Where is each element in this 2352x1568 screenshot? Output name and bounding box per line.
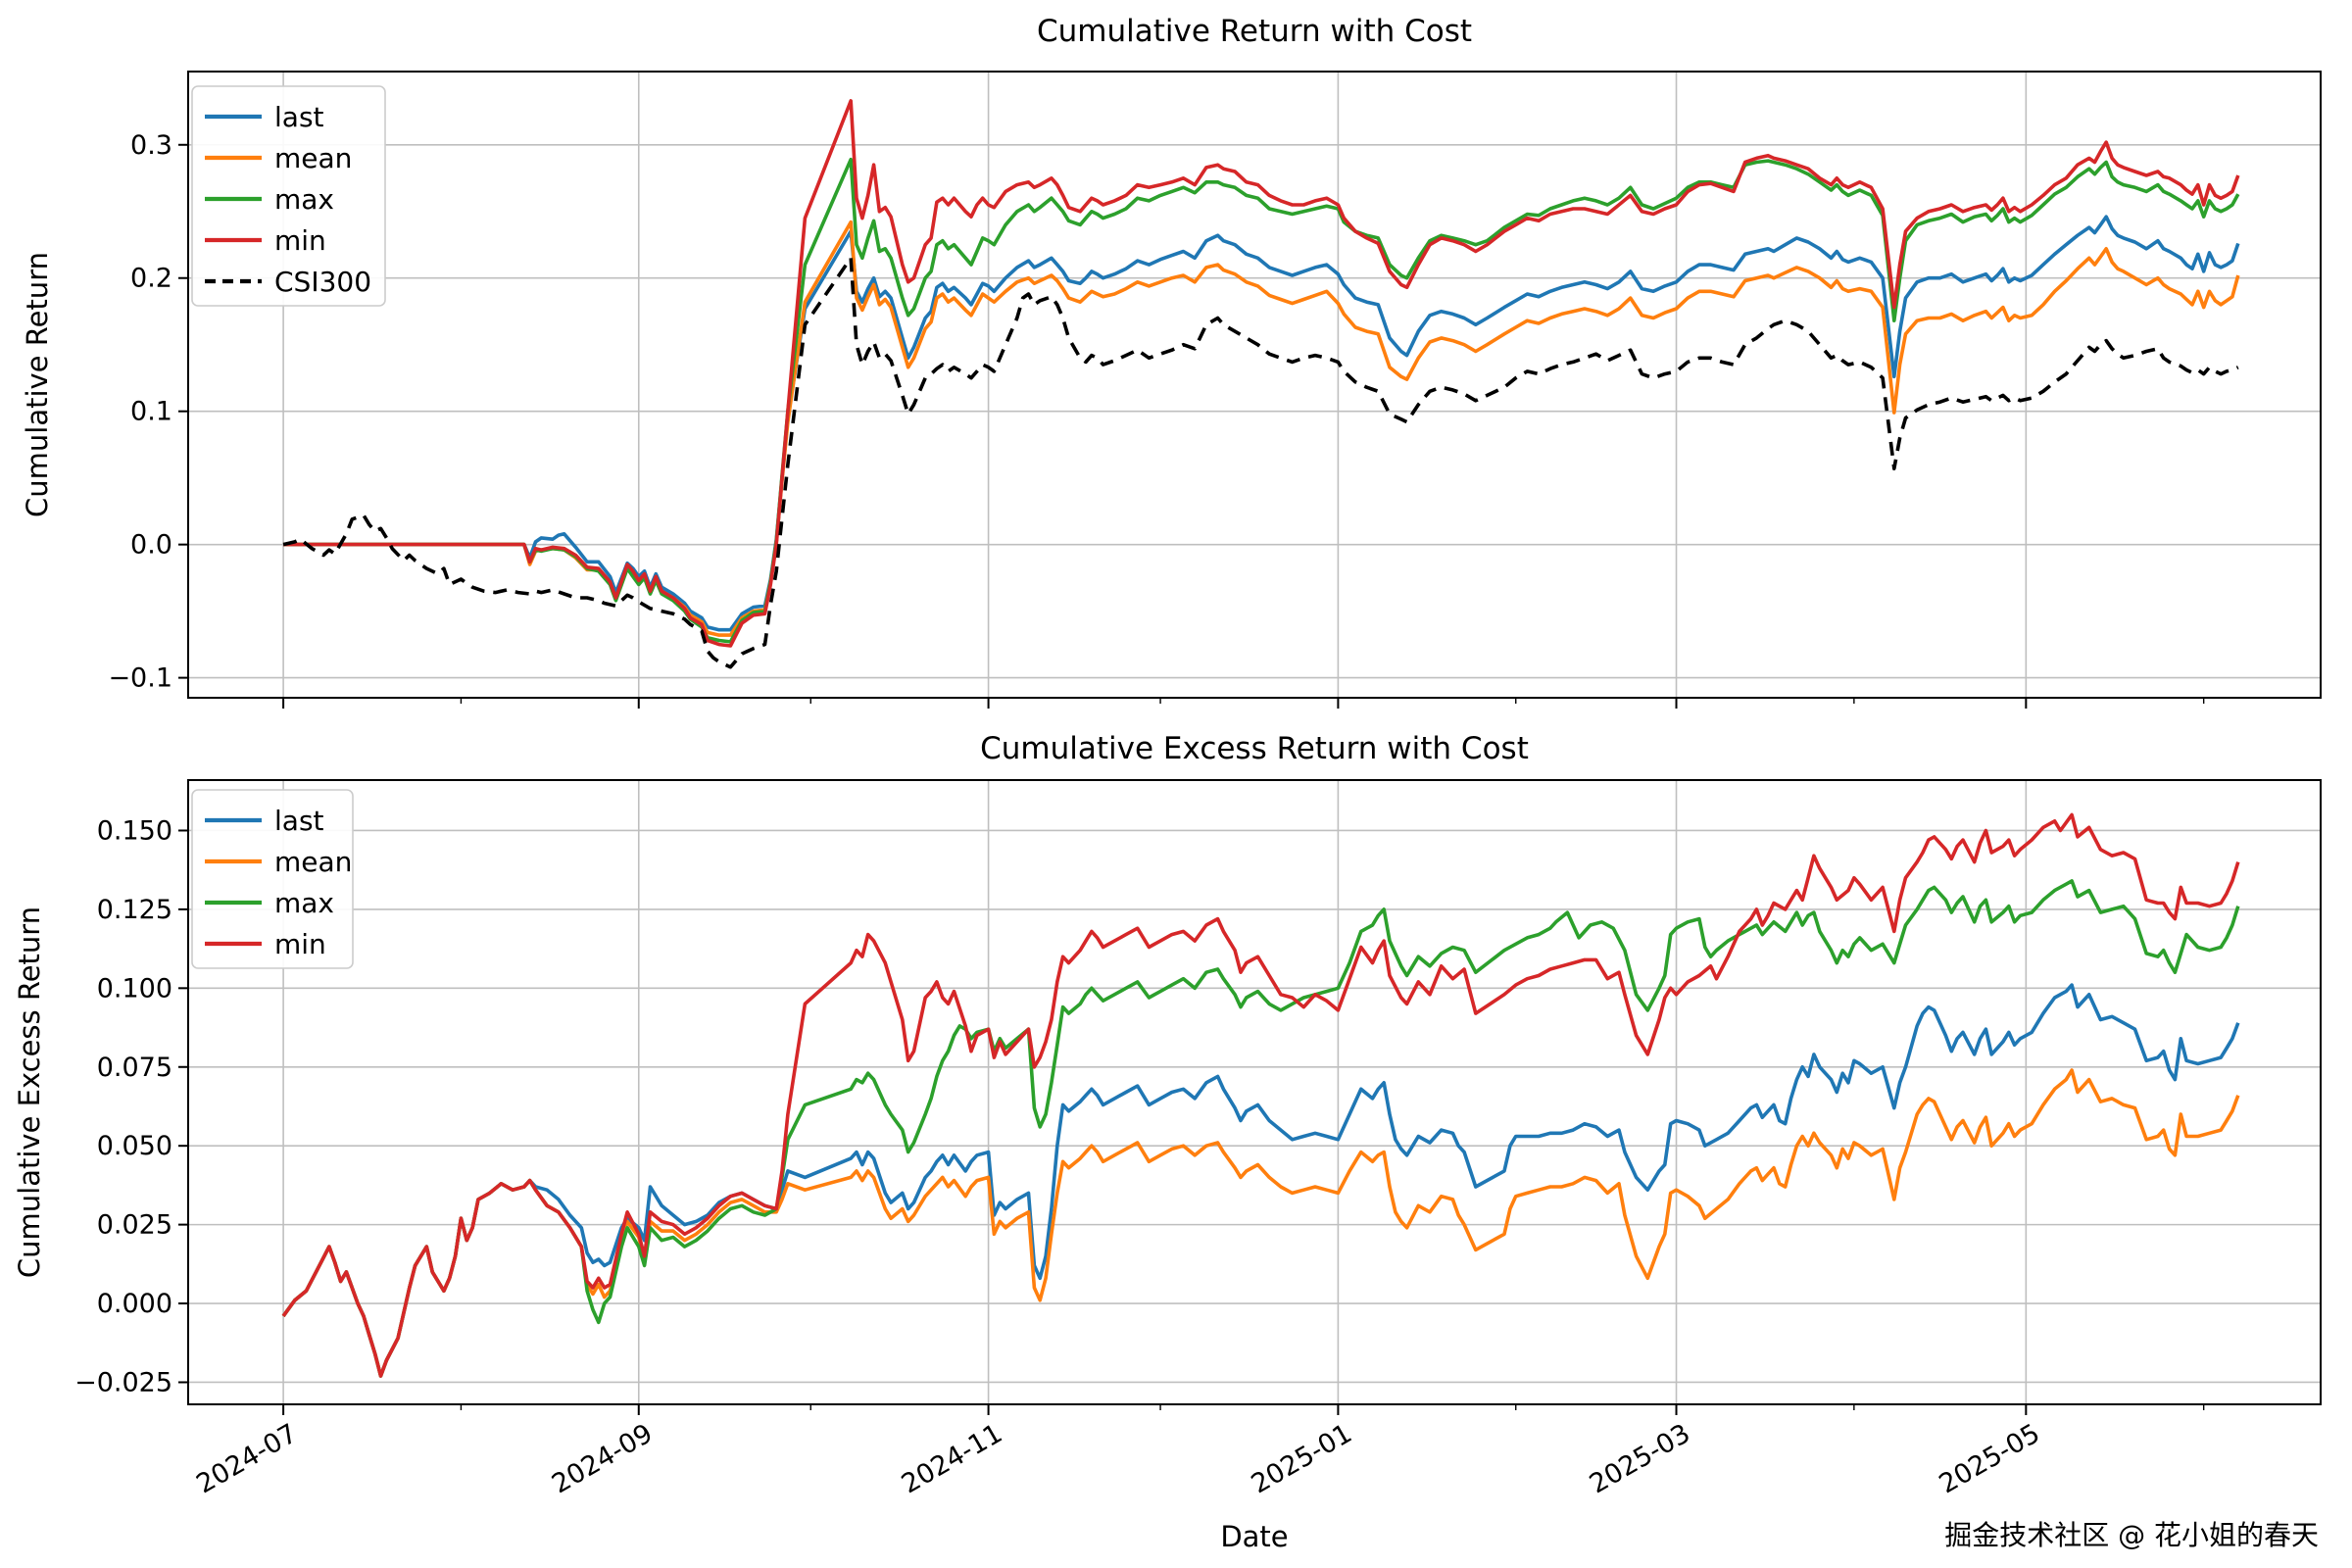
y-tick-label: 0.000 bbox=[97, 1289, 172, 1319]
grid bbox=[188, 72, 2321, 698]
ticks: 0.3 0.2 0.1 0.0 −0.1 bbox=[108, 130, 2205, 709]
x-tick-label: 2025-01 bbox=[1247, 1418, 1357, 1499]
series-group bbox=[282, 99, 2240, 669]
y-tick-label: 0.025 bbox=[97, 1210, 172, 1241]
legend-label-max: max bbox=[274, 887, 334, 919]
legend-label-max: max bbox=[274, 183, 334, 216]
series-line-min bbox=[281, 812, 2240, 1378]
y-axis-label: Cumulative Excess Return bbox=[13, 906, 46, 1278]
legend-label-min: min bbox=[274, 224, 326, 257]
plot-border bbox=[187, 779, 2322, 1405]
legend-label-mean: mean bbox=[274, 846, 352, 878]
grid bbox=[188, 780, 2321, 1404]
series-group bbox=[281, 812, 2240, 1378]
legend-label-min: min bbox=[274, 928, 326, 960]
y-tick-label: −0.1 bbox=[108, 663, 172, 694]
chart-1: 0.150 0.125 0.100 0.075 0.050 0.025 0.000 −0.02… bbox=[13, 731, 2322, 1553]
y-tick-label: 0.0 bbox=[130, 530, 172, 561]
x-tick-label: 2025-05 bbox=[1935, 1418, 2045, 1499]
x-tick-label: 2025-03 bbox=[1585, 1418, 1695, 1499]
series-line-mean bbox=[281, 1068, 2240, 1378]
y-tick-label: 0.100 bbox=[97, 973, 172, 1004]
series-line-CSI300 bbox=[282, 256, 2239, 669]
x-tick-label: 2024-09 bbox=[547, 1418, 658, 1499]
series-line-mean bbox=[283, 220, 2240, 637]
x-axis-label: Date bbox=[1220, 1520, 1288, 1553]
x-tick-label: 2024-07 bbox=[191, 1418, 302, 1499]
y-tick-label: 0.050 bbox=[97, 1131, 172, 1161]
plot-border bbox=[187, 71, 2322, 699]
chart-title: Cumulative Excess Return with Cost bbox=[980, 731, 1529, 766]
legend-box bbox=[191, 85, 386, 307]
x-tick-label: 2024-11 bbox=[897, 1418, 1007, 1499]
y-tick-label: 0.3 bbox=[130, 130, 172, 161]
series-line-max bbox=[281, 879, 2240, 1378]
y-axis-label: Cumulative Return bbox=[21, 252, 54, 517]
legend-label-last: last bbox=[274, 101, 324, 133]
chart-title: Cumulative Return with Cost bbox=[1037, 14, 1472, 49]
series-line-last bbox=[281, 983, 2240, 1378]
legend: last mean max min bbox=[191, 789, 354, 969]
y-tick-label: −0.025 bbox=[74, 1367, 172, 1397]
legend-box bbox=[191, 789, 354, 969]
series-line-min bbox=[283, 99, 2240, 648]
y-tick-label: 0.150 bbox=[97, 815, 172, 846]
y-tick-label: 0.075 bbox=[97, 1053, 172, 1083]
y-tick-label: 0.2 bbox=[130, 264, 172, 294]
y-tick-label: 0.1 bbox=[130, 397, 172, 427]
legend-label-CSI300: CSI300 bbox=[274, 266, 371, 298]
chart-0: 0.3 0.2 0.1 0.0 −0.1 Cumulative Return with C… bbox=[21, 14, 2322, 709]
y-tick-label: 0.125 bbox=[97, 895, 172, 925]
watermark-text: 掘金技术社区 @ 花小姐的春天 bbox=[1944, 1519, 2319, 1551]
legend-label-last: last bbox=[274, 805, 324, 837]
legend: last mean max min CSI300 bbox=[191, 85, 386, 307]
legend-label-mean: mean bbox=[274, 142, 352, 174]
